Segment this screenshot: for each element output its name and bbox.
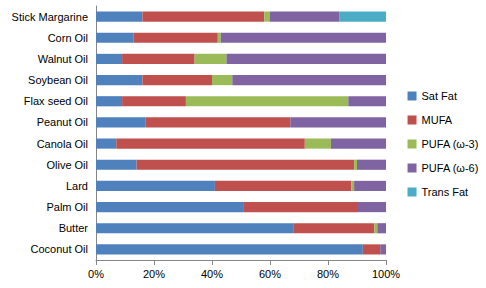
svg-text:Sat Fat: Sat Fat	[422, 90, 457, 102]
svg-text:PUFA (ω-3): PUFA (ω-3)	[422, 138, 479, 150]
svg-text:40%: 40%	[201, 268, 223, 280]
svg-text:Peanut Oil: Peanut Oil	[37, 116, 88, 128]
svg-text:20%: 20%	[143, 268, 165, 280]
svg-text:Corn Oil: Corn Oil	[48, 32, 88, 44]
svg-text:PUFA (ω-6): PUFA (ω-6)	[422, 162, 479, 174]
svg-text:Canola Oil: Canola Oil	[37, 138, 88, 150]
svg-text:Palm Oil: Palm Oil	[46, 201, 88, 213]
svg-text:80%: 80%	[317, 268, 339, 280]
svg-text:0%: 0%	[88, 268, 104, 280]
svg-text:60%: 60%	[259, 268, 281, 280]
svg-text:Walnut Oil: Walnut Oil	[38, 53, 88, 65]
svg-text:Stick Margarine: Stick Margarine	[12, 11, 88, 23]
svg-text:Trans Fat: Trans Fat	[422, 186, 469, 198]
svg-text:100%: 100%	[372, 268, 400, 280]
svg-text:Coconut Oil: Coconut Oil	[31, 243, 88, 255]
svg-text:Soybean Oil: Soybean Oil	[28, 74, 88, 86]
svg-text:MUFA: MUFA	[422, 114, 453, 126]
svg-text:Lard: Lard	[66, 180, 88, 192]
svg-text:Butter: Butter	[59, 222, 89, 234]
svg-text:Olive Oil: Olive Oil	[46, 159, 88, 171]
svg-text:Flax seed Oil: Flax seed Oil	[24, 95, 88, 107]
